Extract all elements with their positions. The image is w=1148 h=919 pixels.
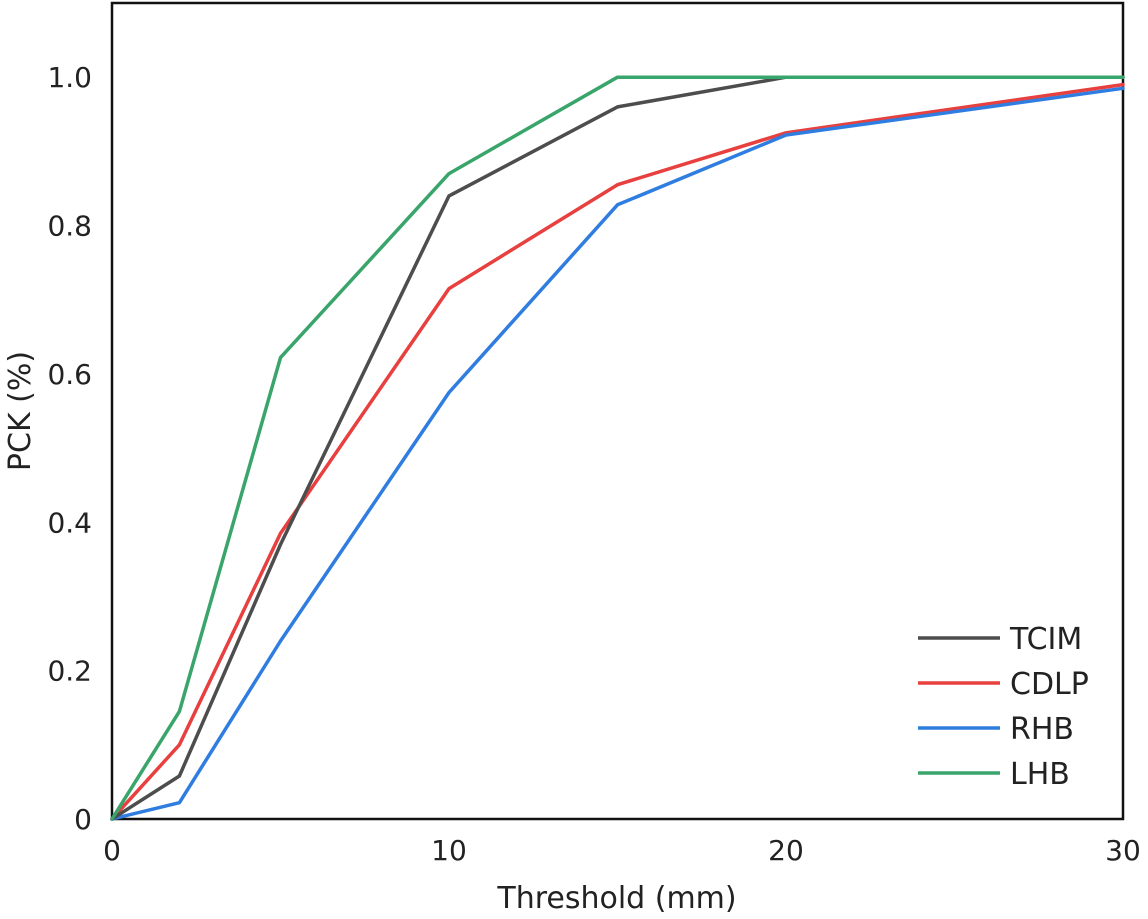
- tick-layer: 0 10 20 30 0 0.2 0.4 0.6 0.8 1.0: [47, 61, 1140, 867]
- legend-label-tcim: TCIM: [1009, 622, 1082, 657]
- legend: TCIM CDLP RHB LHB: [918, 622, 1089, 792]
- y-tick-label: 0.2: [47, 655, 92, 688]
- series-line-tcim: [110, 75, 1125, 821]
- x-tick-label: 30: [1105, 834, 1141, 867]
- y-tick-label: 0.4: [47, 506, 92, 539]
- series-line-lhb: [110, 75, 1125, 821]
- y-tick-label: 1.0: [47, 61, 92, 94]
- x-tick-label: 10: [431, 834, 467, 867]
- legend-label-rhb: RHB: [1010, 712, 1074, 747]
- y-tick-label: 0: [74, 803, 92, 836]
- x-axis-title: Threshold (mm): [496, 881, 736, 916]
- series-line-cdlp: [110, 82, 1125, 821]
- legend-label-lhb: LHB: [1010, 757, 1070, 792]
- y-tick-label: 0.8: [47, 210, 92, 243]
- legend-label-cdlp: CDLP: [1010, 667, 1089, 702]
- y-tick-label: 0.6: [47, 358, 92, 391]
- y-axis-title: PCK (%): [3, 351, 38, 471]
- series-layer: [110, 75, 1125, 821]
- series-line-rhb: [110, 86, 1125, 821]
- x-tick-label: 20: [768, 834, 804, 867]
- plot-frame: [110, 1, 1125, 821]
- x-tick-label: 0: [103, 834, 121, 867]
